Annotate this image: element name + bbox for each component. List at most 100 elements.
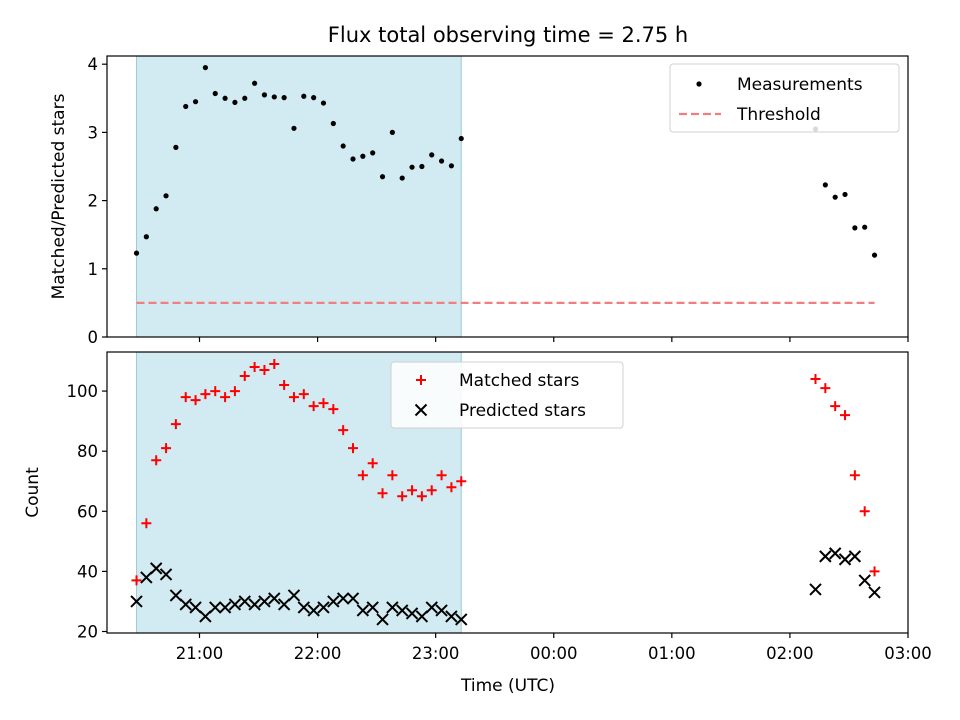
measurement-point <box>409 164 415 170</box>
measurement-point <box>232 99 238 105</box>
series-measurements <box>133 64 878 258</box>
predicted-star-point <box>425 601 438 614</box>
predicted-star-point <box>838 553 852 566</box>
predicted-star-point <box>386 601 399 614</box>
legend-label: Threshold <box>736 105 821 125</box>
matched-star-point <box>387 470 398 481</box>
matched-star-point <box>141 518 152 529</box>
measurement-point <box>261 92 268 98</box>
measurement-point <box>370 150 376 156</box>
legend-label: Matched stars <box>459 371 579 391</box>
legend-box <box>390 361 624 429</box>
predicted-star-point <box>130 595 143 608</box>
predicted-star-point <box>140 571 153 584</box>
matched-star-point <box>279 380 290 391</box>
matched-star-point <box>200 389 211 400</box>
measurement-point <box>822 182 828 188</box>
measurement-point <box>438 158 445 164</box>
predicted-star-point <box>848 550 862 563</box>
x-tick-label: 02:00 <box>766 644 814 663</box>
matched-star-point <box>180 392 191 403</box>
predicted-star-point <box>209 601 222 614</box>
predicted-star-point <box>248 598 261 611</box>
measurement-point <box>202 64 209 71</box>
predicted-star-point <box>366 601 379 614</box>
measurement-point <box>871 252 878 258</box>
x-tick-label: 03:00 <box>884 644 932 663</box>
predicted-star-point <box>445 610 458 623</box>
bottom-panel: 20 40 60 80 100 Count 21:00 22:00 23:00 00:00 01:0… <box>23 351 932 663</box>
predicted-star-point <box>819 550 832 563</box>
measurement-point <box>832 194 838 200</box>
predicted-star-point <box>327 595 340 608</box>
matched-star-point <box>269 359 280 370</box>
matched-star-point <box>830 401 841 412</box>
matched-star-point <box>416 491 427 502</box>
measurement-point <box>842 191 848 198</box>
predicted-star-point <box>169 589 183 602</box>
measurement-point <box>281 95 287 101</box>
matched-star-point <box>357 470 368 481</box>
matched-star-point <box>456 476 467 487</box>
predicted-star-point <box>228 598 242 611</box>
x-tick-label: 23:00 <box>412 644 460 663</box>
matched-star-point <box>810 374 821 385</box>
x-tick-label: 22:00 <box>294 644 342 663</box>
measurement-point <box>192 99 199 105</box>
measurement-point <box>330 120 336 127</box>
legend-dot-icon <box>696 81 702 87</box>
top-panel: 0 1 2 3 4 Matched/Predicted stars Measurements… <box>49 55 909 347</box>
matched-star-point <box>239 371 250 382</box>
y-tick-label: 20 <box>77 622 98 641</box>
measurement-point <box>458 135 464 142</box>
predicted-star-point <box>376 613 389 626</box>
measurement-point <box>350 156 356 162</box>
matched-star-point <box>288 392 299 403</box>
measurement-point <box>222 95 228 101</box>
predicted-star-point <box>179 598 192 611</box>
predicted-star-point <box>287 589 301 602</box>
matched-star-point <box>377 488 388 499</box>
measurement-point <box>448 163 455 169</box>
matched-star-point <box>220 392 231 403</box>
axes-frame <box>106 55 909 338</box>
measurement-point <box>399 175 405 181</box>
legend-box <box>669 63 900 133</box>
x-tick-label: 21:00 <box>176 644 224 663</box>
matched-star-point <box>426 485 437 496</box>
matched-star-point <box>161 443 172 454</box>
y-tick-label: 100 <box>67 382 99 401</box>
legend-label: Measurements <box>737 75 863 95</box>
measurement-point <box>291 125 297 131</box>
predicted-star-point <box>199 610 212 623</box>
predicted-star-point <box>356 604 370 617</box>
matched-star-point <box>338 425 349 436</box>
matched-star-point <box>820 383 831 394</box>
measurement-point <box>301 93 307 99</box>
measurement-point <box>212 90 218 97</box>
matched-star-point <box>229 386 240 397</box>
predicted-star-point <box>828 547 842 560</box>
measurement-point <box>320 100 327 106</box>
matched-star-point <box>249 362 260 373</box>
measurement-point <box>163 193 169 199</box>
predicted-star-point <box>159 568 173 581</box>
matched-star-point <box>328 404 339 415</box>
chart-title: Flux total observing time = 2.75 h <box>328 23 688 47</box>
predicted-star-point <box>455 613 468 626</box>
y-tick-label: 60 <box>77 502 98 521</box>
y-tick-label: 0 <box>88 328 99 347</box>
y-axis-label: Matched/Predicted stars <box>49 93 69 299</box>
measurement-point <box>153 206 159 212</box>
y-tick-label: 40 <box>77 562 98 581</box>
predicted-star-point <box>396 604 409 617</box>
measurement-point <box>271 94 277 100</box>
predicted-star-point <box>277 598 291 611</box>
legend: Matched stars Predicted stars <box>390 361 624 429</box>
axes-frame <box>106 351 909 634</box>
y-axis-label: Count <box>23 467 43 518</box>
measurement-point <box>379 174 386 180</box>
legend-x-icon <box>414 403 428 417</box>
predicted-star-point <box>809 583 822 596</box>
measurement-point <box>183 103 189 110</box>
